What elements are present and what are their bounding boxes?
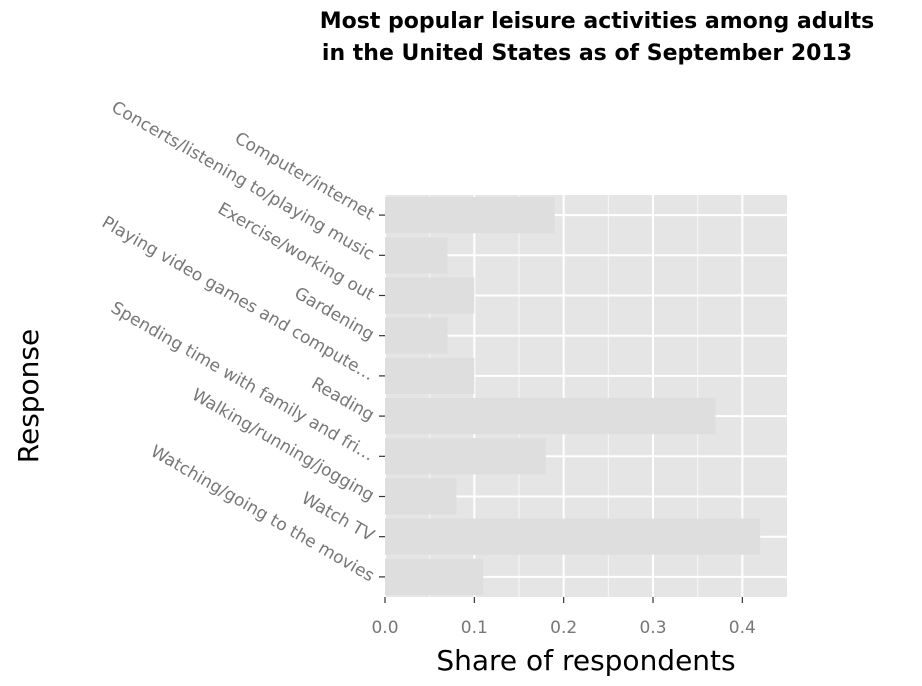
bar	[385, 558, 484, 595]
x-axis-title: Share of respondents	[436, 644, 735, 677]
x-tick-label: 0.3	[639, 618, 666, 638]
y-axis-title: Response	[12, 329, 45, 463]
chart-title-line-1: Most popular leisure activities among ad…	[320, 9, 875, 34]
bars	[385, 197, 761, 595]
x-axis: 0.0 0.1 0.2 0.3 0.4	[371, 597, 756, 638]
x-tick-label: 0.1	[461, 618, 488, 638]
bar	[385, 438, 546, 475]
bar	[385, 478, 457, 515]
x-tick-label: 0.0	[371, 618, 398, 638]
bar	[385, 277, 475, 314]
chart-title-line-2: in the United States as of September 201…	[322, 41, 852, 66]
bar	[385, 398, 716, 435]
bar	[385, 317, 448, 354]
x-tick-label: 0.4	[729, 618, 756, 638]
bar	[385, 237, 448, 274]
x-tick-label: 0.2	[550, 618, 577, 638]
bar	[385, 197, 555, 234]
bar	[385, 518, 761, 555]
bar	[385, 357, 475, 394]
